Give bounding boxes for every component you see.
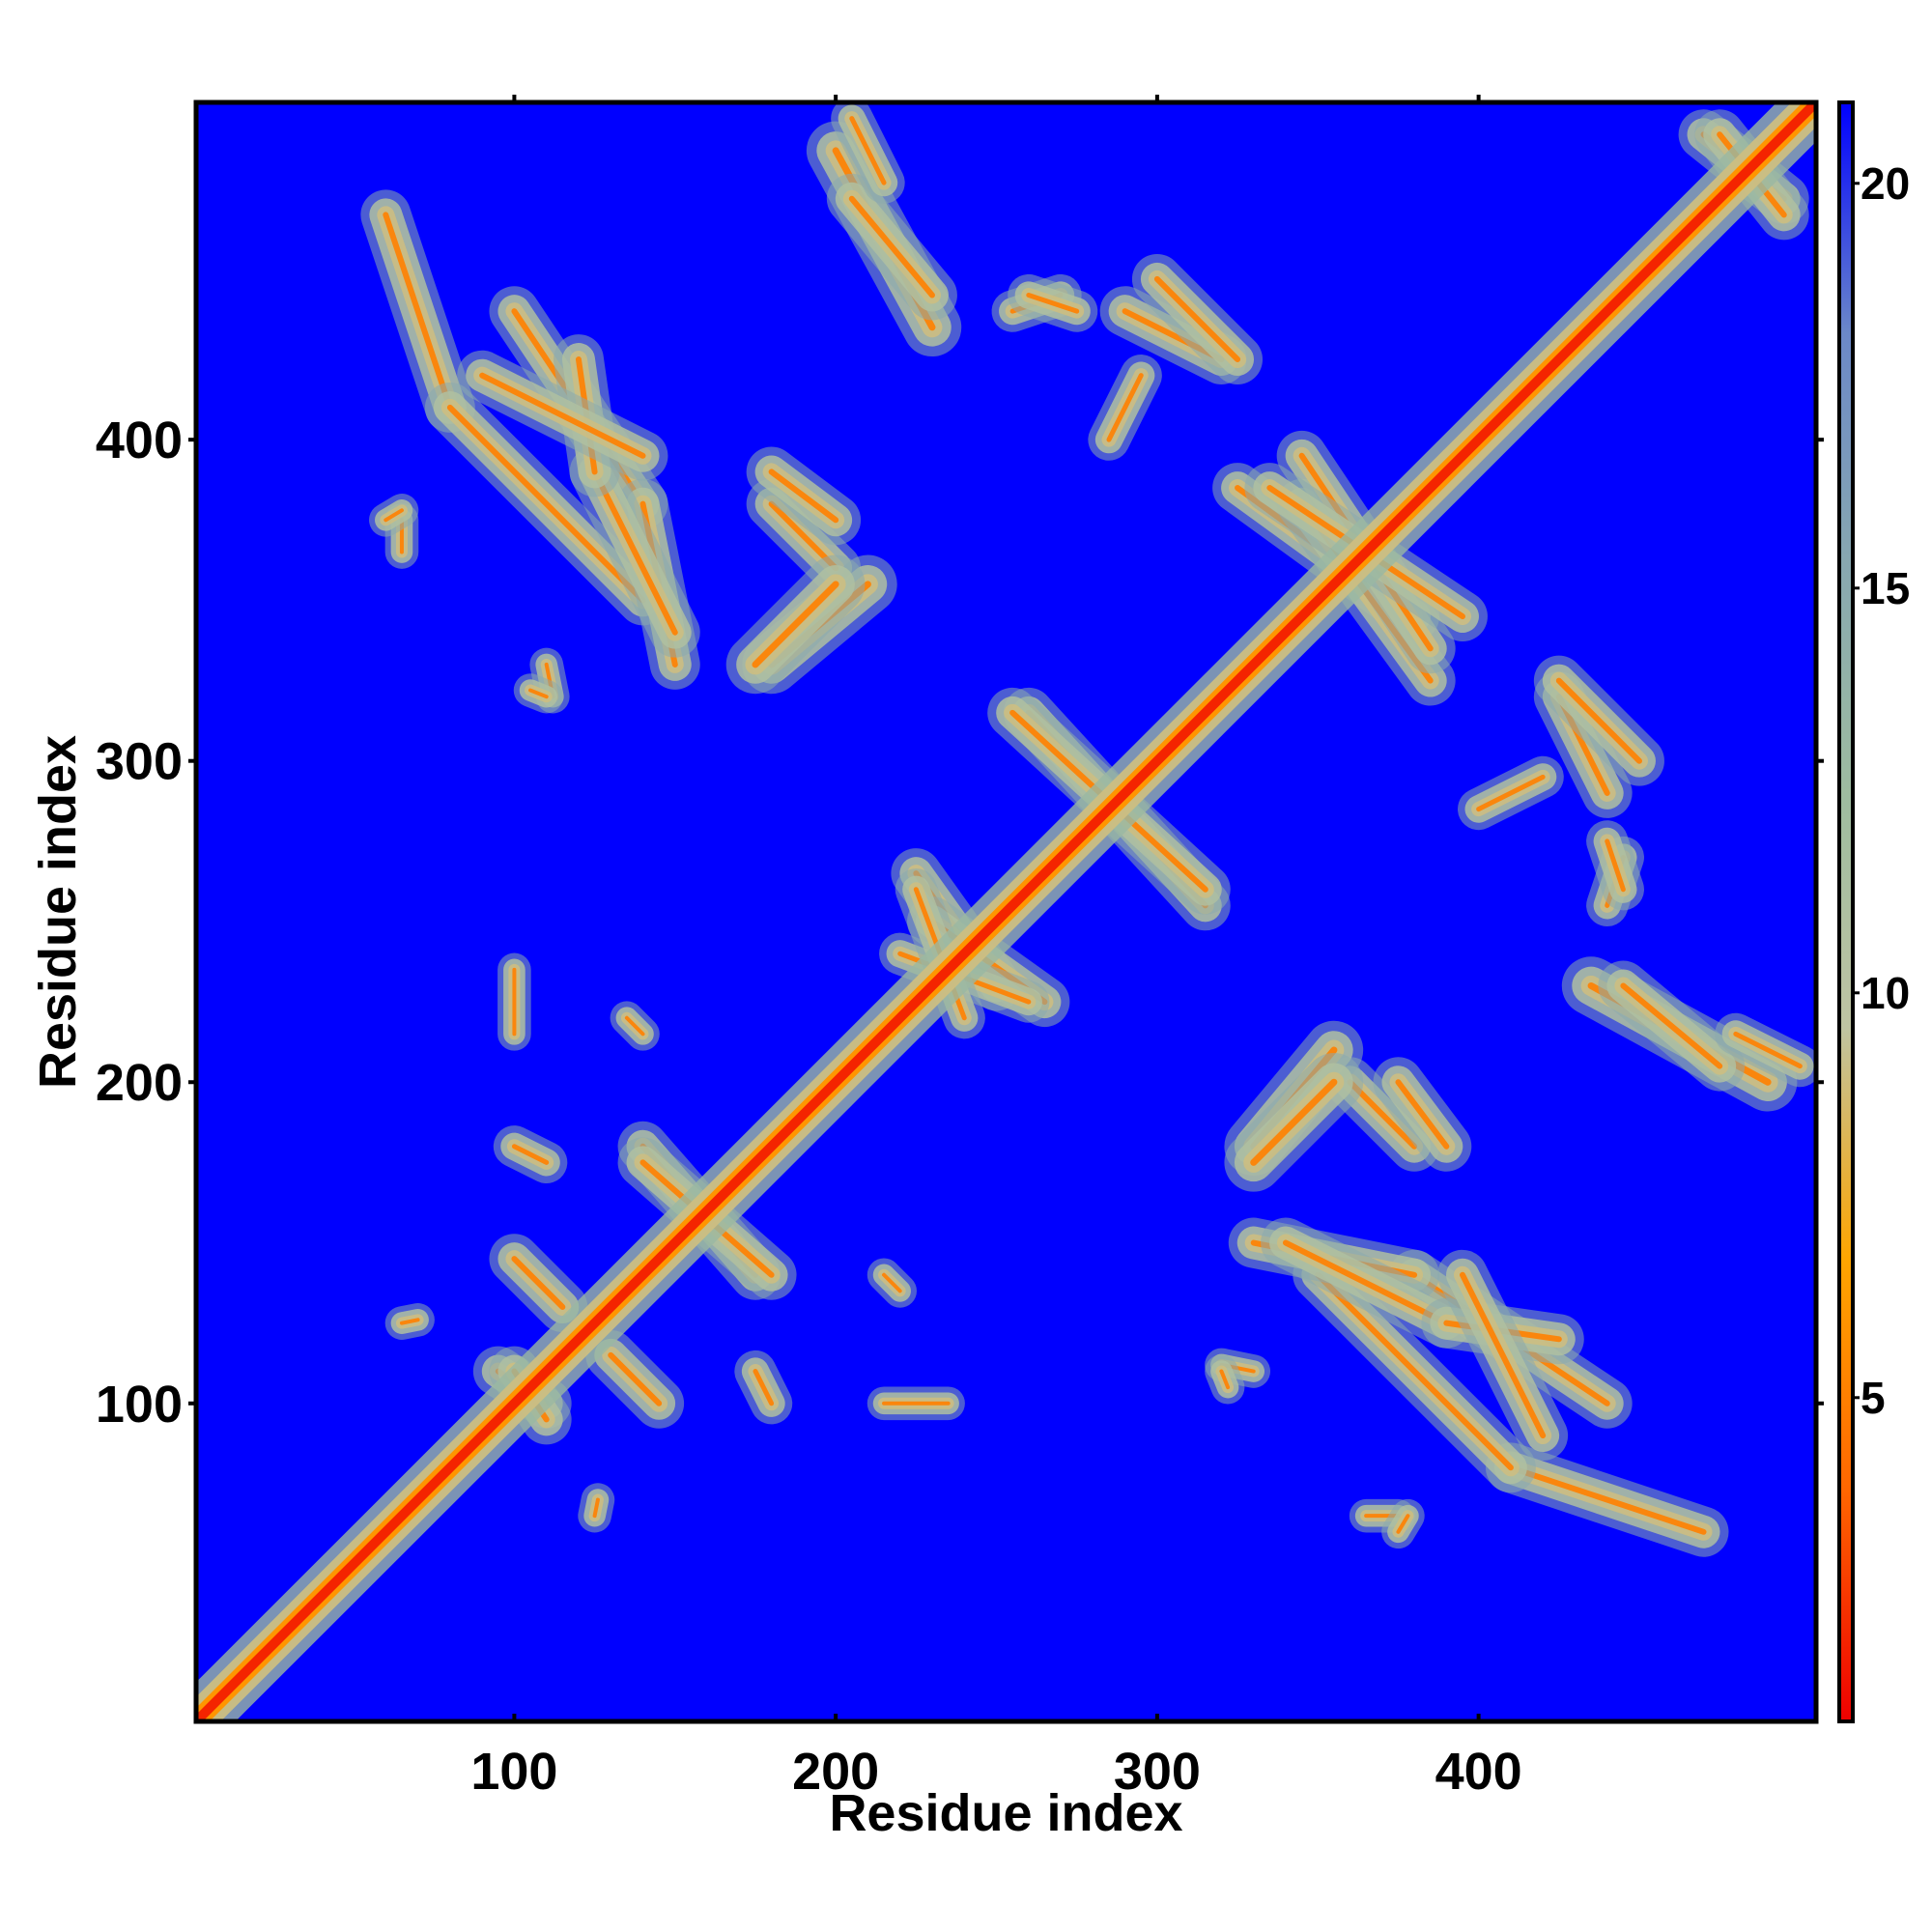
x-tick-label: 100 [470, 1743, 557, 1801]
contact-region [399, 1318, 420, 1325]
axes: 100 200 300 400 100 200 300 400 [96, 95, 1824, 1801]
contact-region [528, 688, 549, 699]
colorbar: 5 10 15 20 [1837, 100, 1910, 1723]
contact-region [1605, 838, 1626, 893]
y-tick-label: 300 [96, 733, 183, 791]
contact-region [384, 508, 404, 523]
contact-region [1620, 982, 1723, 1069]
contact-region [591, 469, 678, 636]
contact-region [624, 1015, 645, 1037]
y-tick-label: 200 [96, 1054, 183, 1112]
contact-region [479, 372, 646, 459]
colorbar-tick-label: 20 [1861, 158, 1910, 209]
contact-region [1555, 677, 1642, 764]
contact-region [592, 1497, 600, 1519]
contact-region [848, 195, 935, 298]
contact-region [1395, 1079, 1450, 1150]
contact-region [1250, 1078, 1338, 1166]
contact-region [753, 1369, 775, 1406]
plot-area [196, 102, 1816, 1721]
contact-region [1459, 1271, 1547, 1439]
contact-region [1476, 774, 1546, 812]
colorbar-tick-label: 10 [1861, 968, 1910, 1018]
colorbar-bar [1837, 100, 1855, 1723]
contact-region [446, 404, 646, 604]
contact-region [752, 581, 839, 668]
contact-region [1026, 293, 1080, 314]
contact-region [511, 1144, 550, 1165]
contact-region [1733, 1031, 1803, 1069]
y-tick-label: 400 [96, 412, 183, 469]
colorbar-tick-label: 5 [1861, 1373, 1886, 1423]
contact-region [1396, 1514, 1410, 1534]
colorbar-tick-label: 15 [1861, 563, 1910, 613]
x-tick-label: 300 [1114, 1743, 1201, 1801]
x-tick-label: 200 [792, 1743, 879, 1801]
contact-region [511, 1256, 566, 1311]
contact-region [1507, 1464, 1707, 1535]
y-tick-label: 100 [96, 1376, 183, 1434]
contact-region [608, 1351, 663, 1406]
contact-region [1282, 1239, 1450, 1326]
contact-region [768, 469, 839, 524]
contact-region [882, 1272, 902, 1293]
contact-region [383, 212, 453, 411]
y-axis-title: Residue index [29, 735, 87, 1089]
plot-frame [193, 99, 1819, 1724]
x-tick-label: 400 [1435, 1743, 1522, 1801]
contact-region [1315, 1271, 1514, 1471]
contact-region [1219, 1369, 1231, 1390]
contact-region [1153, 275, 1241, 363]
contact-region [849, 116, 887, 185]
x-axis-title: Residue index [829, 1784, 1182, 1842]
contact-region [1106, 373, 1144, 442]
diagonal-band [196, 102, 1816, 1721]
